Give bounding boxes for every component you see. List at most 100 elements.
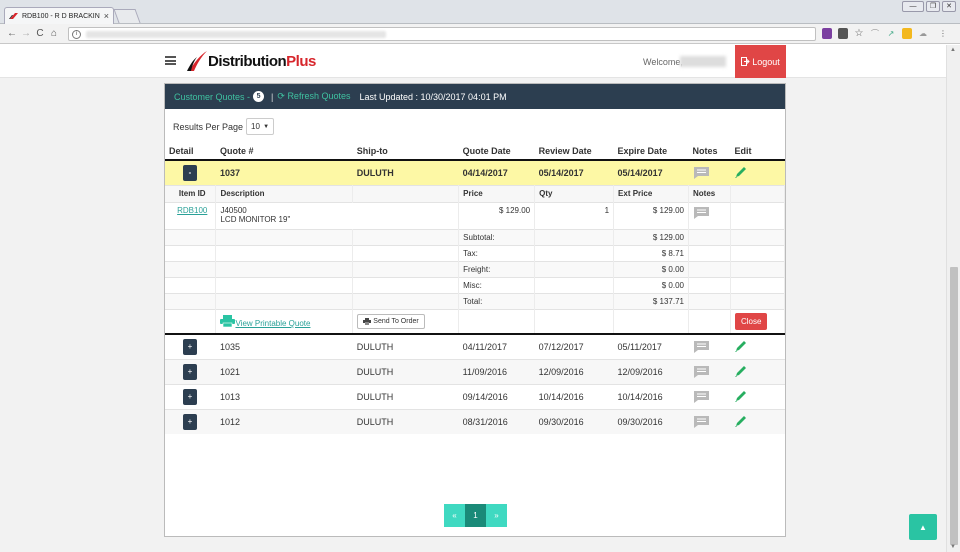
total-value: $ 0.00 (613, 276, 689, 293)
home-button[interactable]: ⌂ (50, 28, 58, 39)
item-id-link[interactable]: RDB100 (177, 205, 208, 215)
quote-number: 1021 (215, 358, 353, 384)
address-bar[interactable]: i (68, 27, 816, 41)
printer-small-icon (363, 317, 372, 325)
total-value: $ 137.71 (613, 292, 689, 309)
notes-icon[interactable] (693, 415, 710, 429)
notes-icon[interactable] (693, 390, 710, 404)
onenote-extension-icon[interactable] (822, 28, 832, 39)
back-to-top-button[interactable]: ▲ (909, 514, 937, 540)
bookmark-star-icon[interactable]: ☆ (854, 28, 864, 39)
col-header[interactable]: Expire Date (613, 143, 689, 161)
browser-tab[interactable]: RDB100 - R D BRACKIN × (4, 7, 114, 24)
expand-button[interactable]: + (183, 388, 197, 405)
notes-icon[interactable] (693, 166, 710, 180)
close-detail-button[interactable]: Close (734, 312, 768, 330)
extension-arrow-icon[interactable]: ↗ (887, 29, 895, 38)
detail-item-row: RDB100 J40500 LCD MONITOR 19" $ 129.00 1 … (165, 201, 786, 229)
col-header[interactable]: Detail (165, 143, 216, 161)
minimize-button[interactable]: — (902, 1, 924, 12)
notes-icon[interactable] (693, 365, 710, 379)
quote-number: 1013 (215, 383, 353, 409)
quote-count-badge: 5 (253, 91, 265, 102)
logout-button[interactable]: Logout (735, 45, 786, 78)
quotes-panel: Customer Quotes - 5 | ⟳ Refresh Quotes L… (164, 83, 786, 537)
col-header[interactable]: Quote Date (458, 143, 535, 161)
results-per-page-value: 10 (251, 122, 260, 131)
results-per-page-select[interactable]: 10 ▼ (246, 118, 275, 135)
review-date: 12/09/2016 (534, 358, 614, 384)
review-date: 09/30/2016 (534, 408, 614, 434)
collapse-button[interactable]: - (183, 164, 197, 181)
scroll-down-icon[interactable]: ▼ (950, 544, 956, 550)
tab-close-icon[interactable]: × (103, 11, 109, 21)
url-text (86, 30, 386, 38)
distributionplus-logo[interactable]: Distribution Plus (186, 49, 316, 73)
send-to-order-button[interactable]: Send To Order (357, 313, 425, 329)
last-updated-text: Last Updated : 10/30/2017 04:01 PM (359, 91, 507, 102)
expand-button[interactable]: + (183, 363, 197, 380)
back-button[interactable]: ← (7, 28, 17, 39)
extension-honey-icon[interactable] (902, 28, 912, 39)
refresh-quotes-link[interactable]: ⟳ Refresh Quotes (277, 91, 350, 102)
detail-col-header: Item ID (165, 184, 217, 202)
chrome-menu-icon[interactable]: ⋮ (939, 29, 947, 38)
review-date: 07/12/2017 (534, 333, 614, 359)
forward-button[interactable]: → (21, 28, 31, 39)
quote-row: + 1013 DULUTH 09/14/2016 10/14/2016 10/1… (165, 383, 785, 409)
freight-row: Freight: $ 0.00 (165, 260, 786, 277)
col-header[interactable]: Quote # (215, 143, 353, 161)
pencil-icon[interactable] (734, 365, 747, 378)
col-header[interactable]: Review Date (534, 143, 614, 161)
close-window-button[interactable]: ✕ (942, 1, 956, 12)
total-label: Freight: (458, 260, 536, 277)
reload-button[interactable]: C (36, 28, 44, 39)
notes-icon[interactable] (693, 340, 710, 354)
scrollbar-thumb[interactable] (950, 267, 958, 545)
welcome-label: Welcome, (643, 57, 683, 67)
pencil-icon[interactable] (734, 390, 747, 403)
logout-icon (741, 57, 750, 66)
page-1-button[interactable]: 1 (465, 504, 486, 527)
quote-number: 1012 (215, 408, 353, 434)
quote-row: + 1035 DULUTH 04/11/2017 07/12/2017 05/1… (165, 333, 785, 359)
col-header[interactable]: Notes (688, 143, 731, 161)
expire-date: 10/14/2016 (613, 383, 689, 409)
username-blurred (680, 56, 726, 67)
next-page-button[interactable]: » (486, 504, 507, 527)
new-tab-button[interactable] (113, 9, 141, 23)
menu-icon[interactable] (165, 56, 176, 65)
header-separator: | (271, 91, 274, 102)
view-printable-quote-link[interactable]: View Printable Quote (235, 318, 311, 328)
item-price: $ 129.00 (458, 201, 536, 229)
refresh-label: Refresh Quotes (287, 91, 351, 101)
pencil-icon[interactable] (734, 415, 747, 428)
brand-name-part2: Plus (286, 52, 316, 70)
detail-col-header: Qty (534, 184, 615, 202)
extension-cloud-icon[interactable]: ☁ (919, 29, 927, 38)
pencil-icon[interactable] (734, 340, 747, 353)
col-header[interactable]: Edit (730, 143, 785, 161)
detail-col-header: Description (215, 184, 354, 202)
notes-icon[interactable] (693, 206, 710, 220)
item-code: J40500 (220, 205, 247, 215)
customer-quotes-title[interactable]: Customer Quotes - (174, 91, 251, 102)
pencil-icon[interactable] (734, 166, 747, 179)
expand-button[interactable]: + (183, 413, 197, 430)
total-value: $ 0.00 (613, 260, 689, 277)
expand-button[interactable]: + (183, 338, 197, 355)
restore-button[interactable]: ❐ (926, 1, 940, 12)
col-header[interactable]: Ship-to (352, 143, 459, 161)
browser-tabbar: RDB100 - R D BRACKIN × — ❐ ✕ (0, 0, 960, 24)
extension-leaf-icon[interactable]: ⌒ (871, 29, 879, 38)
page-scrollbar[interactable]: ▲ ▼ (946, 45, 960, 552)
total-label: Misc: (458, 276, 536, 293)
printer-icon[interactable] (220, 314, 236, 328)
extension-icon[interactable] (838, 28, 848, 39)
detail-col-header: Notes (688, 184, 731, 202)
prev-page-button[interactable]: « (444, 504, 465, 527)
app-header: Distribution Plus Welcome, Logout (0, 45, 946, 78)
subtotal-row: Subtotal: $ 129.00 (165, 228, 786, 245)
site-info-icon[interactable]: i (72, 29, 81, 39)
scroll-up-icon[interactable]: ▲ (950, 47, 956, 53)
